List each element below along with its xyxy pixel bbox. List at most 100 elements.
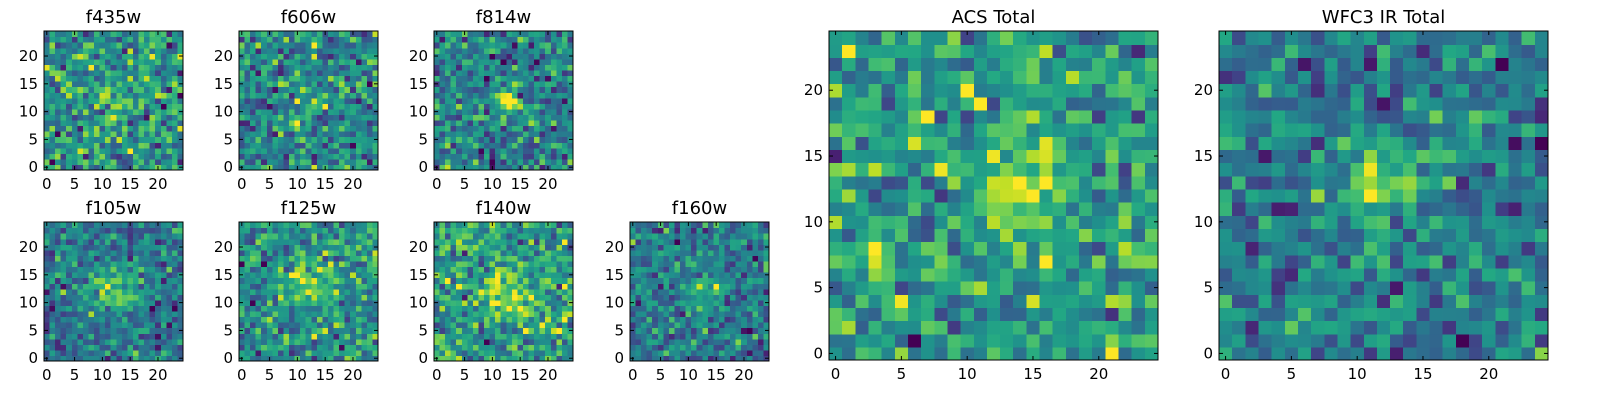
heatmap-cell [55,316,62,323]
heatmap-cell [657,333,664,340]
heatmap-cell [495,153,502,160]
heatmap-cell [506,355,513,362]
heatmap-cell [696,266,703,273]
heatmap-cell [550,81,557,88]
heatmap-cell [439,327,446,334]
heatmap-cell [327,158,335,166]
heatmap-cell [986,175,1001,190]
heatmap-cell [478,344,485,351]
heatmap-cell [99,288,106,295]
heatmap-cell [528,58,535,65]
heatmap-cell [99,75,106,82]
heatmap-cell [311,244,318,251]
heatmap-cell [680,288,687,295]
heatmap-cell [1092,241,1106,256]
heatmap-cell [333,227,340,234]
heatmap-cell [735,244,742,251]
heatmap-cell [735,272,742,279]
heatmap-cell [344,288,351,295]
heatmap-cell [567,147,574,154]
heatmap-cell [355,64,362,71]
heatmap-cell [366,299,374,306]
heatmap-cell [372,260,379,268]
heatmap-cell [372,64,379,71]
heatmap-cell [652,277,659,284]
heatmap-cell [350,349,357,357]
heatmap-cell [94,322,101,329]
heatmap-cell [534,131,541,138]
heatmap-cell [116,164,123,171]
heatmap-cell [674,227,681,234]
heatmap-cell [489,255,496,262]
heatmap-cell [49,266,56,273]
heatmap-cell [500,338,507,345]
heatmap-cell [166,338,173,345]
heatmap-cell [907,228,922,243]
heatmap-cell [88,164,95,171]
heatmap-cell [116,86,123,93]
heatmap-cell [702,299,709,306]
heatmap-cell [266,92,273,99]
heatmap-cell [132,305,140,312]
heatmap-cell [1052,346,1067,361]
panel-title: f814w [476,7,531,28]
heatmap-cell [239,47,246,54]
heatmap-cell [160,64,167,71]
heatmap-cell [868,307,883,322]
heatmap-cell [1079,175,1093,190]
heatmap-cell [266,272,273,279]
heatmap-cell [522,158,530,166]
heatmap-cell [522,86,530,93]
heatmap-cell [478,36,485,43]
heatmap-cell [49,338,56,345]
heatmap-cell [1013,346,1027,361]
heatmap-cell [663,322,670,329]
heatmap-cell [294,305,301,312]
heatmap-cell [752,327,759,334]
heatmap-cell [1026,267,1041,282]
heatmap-cell [702,322,709,329]
heatmap-cell [685,260,692,268]
heatmap-cell [663,316,670,323]
heatmap-cell [311,333,318,340]
heatmap-cell [289,153,296,160]
heatmap-cell [327,299,335,306]
heatmap-cell [94,164,101,171]
heatmap-cell [110,153,117,160]
heatmap-cell [177,288,184,295]
heatmap-cell [1026,254,1041,269]
heatmap-cell [741,322,748,329]
heatmap-cell [467,272,474,279]
heatmap-cell [300,299,307,306]
heatmap-cell [894,228,909,243]
heatmap-cell [372,266,379,273]
heatmap-cell [881,346,896,361]
heatmap-cell [361,349,368,357]
heatmap-cell [517,277,524,284]
heatmap-cell [305,310,312,318]
heatmap-cell [668,344,676,351]
heatmap-cell [545,316,552,323]
heatmap-cell [327,36,335,43]
heatmap-cell [160,53,167,60]
heatmap-cell [718,283,726,290]
heatmap-cell [88,238,95,245]
heatmap-cell [1092,175,1106,190]
heatmap-cell [121,277,128,284]
heatmap-cell [132,131,140,138]
heatmap-cell [160,81,167,88]
heatmap-cell [82,299,90,306]
heatmap-cell [763,333,770,340]
heatmap-cell [105,53,112,60]
heatmap-cell [283,47,290,54]
heatmap-cell [652,316,659,323]
heatmap-cell [567,131,574,138]
heatmap-cell [691,260,698,268]
heatmap-cell [155,227,162,234]
heatmap-cell [277,338,285,345]
heatmap-cell [99,158,106,166]
heatmap-cell [77,316,84,323]
heatmap-cell [171,222,179,229]
heatmap-cell [272,288,279,295]
heatmap-cell [60,294,67,301]
